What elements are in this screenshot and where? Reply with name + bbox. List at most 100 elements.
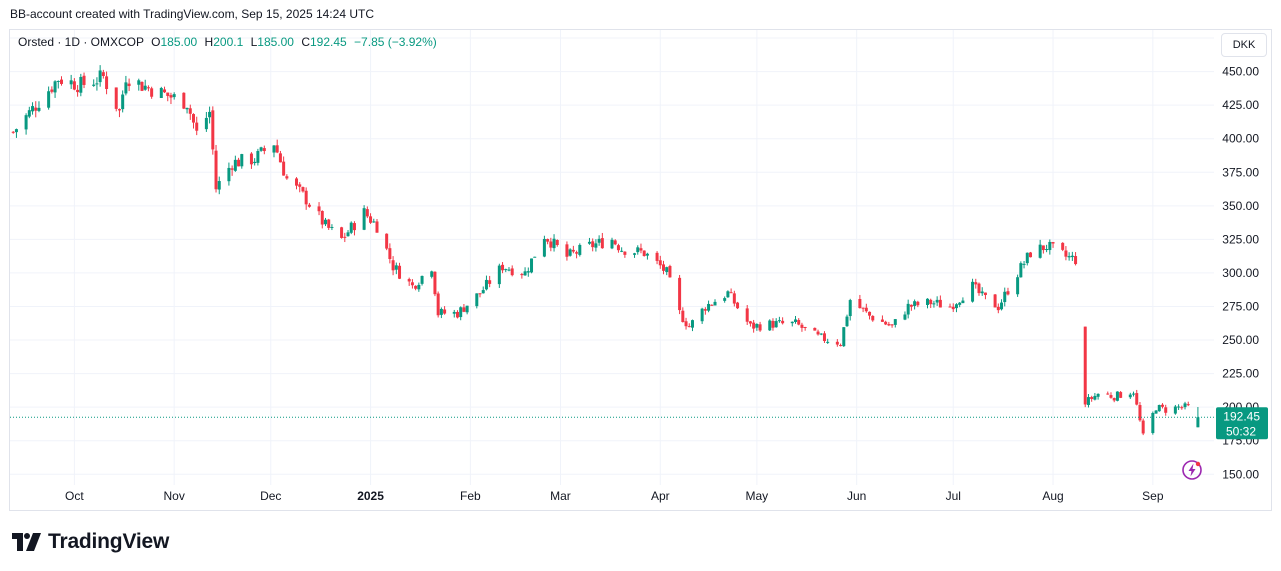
candle-body <box>658 260 662 266</box>
tradingview-logo[interactable]: TradingView <box>12 529 169 555</box>
x-tick-label: Oct <box>65 489 84 503</box>
candle-body <box>710 304 714 306</box>
candle-body <box>839 345 843 347</box>
candle-body <box>703 309 707 311</box>
candle-body <box>452 311 456 314</box>
chart-attribution: BB-account created with TradingView.com,… <box>10 7 374 21</box>
candle-body <box>14 129 18 133</box>
candle-body <box>1000 302 1004 310</box>
flash-icon[interactable] <box>1181 459 1203 481</box>
candle-body <box>69 80 73 85</box>
candle-body <box>858 298 862 309</box>
candle-body <box>958 302 962 305</box>
legend-high-label: H <box>204 35 214 49</box>
candle-body <box>623 251 627 255</box>
candle-body <box>214 150 218 190</box>
candle-body <box>50 89 54 92</box>
candle-body <box>95 83 99 85</box>
candle-body <box>793 319 797 322</box>
candle-body <box>1132 393 1136 395</box>
candle-body <box>655 252 659 261</box>
candle-body <box>272 145 276 153</box>
candle-body <box>504 269 508 271</box>
candle-body <box>1154 410 1158 414</box>
candle-body <box>1067 256 1071 258</box>
tradingview-logo-icon <box>12 533 41 551</box>
candle-body <box>974 282 978 285</box>
candle-body <box>433 271 437 295</box>
y-tick-label: 250.00 <box>1222 333 1259 347</box>
candle-body <box>185 107 189 110</box>
candle-body <box>971 281 975 302</box>
x-tick-label: Jul <box>946 489 961 503</box>
currency-button[interactable]: DKK <box>1221 33 1267 57</box>
x-tick-label: May <box>746 489 769 503</box>
candle-body <box>11 131 15 133</box>
candle-body <box>285 176 289 179</box>
candle-body <box>217 181 221 190</box>
candle-body <box>501 264 505 271</box>
candle-body <box>188 108 192 114</box>
candle-body <box>330 226 334 228</box>
legend-high: 200.1 <box>213 35 244 49</box>
candle-body <box>301 187 305 192</box>
candle-body <box>369 216 373 223</box>
candle-body <box>349 222 353 233</box>
brand-name: TradingView <box>48 530 170 553</box>
candle-body <box>616 245 620 251</box>
legend-symbol: Orsted · 1D · OMXCOP <box>18 35 144 49</box>
candle-body <box>394 265 398 270</box>
candle-body <box>690 320 694 328</box>
candle-body <box>317 206 321 212</box>
candle-body <box>546 239 550 242</box>
candle-body <box>1093 395 1097 400</box>
candle-body <box>681 310 685 323</box>
candle-body <box>993 294 997 308</box>
candle-body <box>568 249 572 256</box>
candle-body <box>439 308 443 315</box>
candle-body <box>906 303 910 315</box>
candle-body <box>526 271 530 273</box>
legend-close-label: C <box>301 35 310 49</box>
candle-body <box>121 94 125 110</box>
candle-body <box>53 81 57 93</box>
candle-body <box>475 293 479 307</box>
candle-body <box>1070 255 1074 258</box>
candle-body <box>665 267 669 273</box>
candle-body <box>594 243 598 248</box>
candle-body <box>47 91 51 108</box>
legend-low-label: L <box>250 35 258 49</box>
candle-body <box>24 115 28 130</box>
candle-body <box>208 111 212 118</box>
candle-body <box>465 305 469 313</box>
candle-body <box>1160 404 1164 407</box>
candle-body <box>462 307 466 312</box>
last-price-value: 192.45 <box>1223 409 1260 423</box>
candle-body <box>520 274 524 276</box>
candle-body <box>146 87 150 89</box>
candle-body <box>980 291 984 294</box>
candle-body <box>79 76 83 93</box>
candle-body <box>555 239 559 245</box>
candle-body <box>613 240 617 245</box>
candle-body <box>169 95 173 98</box>
candle-body <box>410 282 414 286</box>
candle-body <box>37 107 41 111</box>
candle-body <box>172 94 176 98</box>
candle-body <box>1109 395 1113 398</box>
candle-body <box>684 321 688 327</box>
candle-body <box>459 307 463 318</box>
candle-body <box>436 293 440 316</box>
candle-body <box>774 321 778 328</box>
candle-body <box>916 301 920 306</box>
candle-body <box>600 238 604 249</box>
candle-body <box>884 321 888 325</box>
candle-body <box>282 161 286 176</box>
candle-body <box>34 107 38 111</box>
candle-body <box>713 301 717 306</box>
x-tick-label: Aug <box>1042 489 1063 503</box>
candle-body <box>552 238 556 249</box>
candle-body <box>98 70 102 83</box>
candle-body <box>1164 407 1168 413</box>
